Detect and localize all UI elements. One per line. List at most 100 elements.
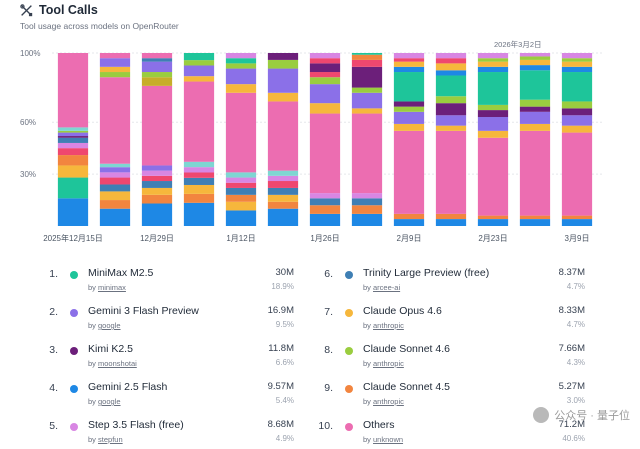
bar-segment	[225, 58, 257, 64]
bar-segment	[351, 66, 383, 88]
legend-rank: 4.	[49, 382, 58, 394]
bar-segment	[99, 200, 131, 209]
bar-segment	[141, 53, 173, 59]
legend-author-link[interactable]: anthropic	[373, 321, 404, 330]
legend-item[interactable]: 5. Step 3.5 Flash (free) by stepfun 8.68M 4.…	[30, 419, 294, 449]
bar-segment	[519, 219, 551, 226]
bar-segment	[561, 66, 593, 73]
bar-segment	[435, 75, 467, 97]
bar-segment	[183, 65, 215, 77]
legend-model-name[interactable]: Claude Sonnet 4.5	[363, 381, 450, 393]
bar-segment	[561, 108, 593, 116]
bar-segment	[519, 111, 551, 124]
legend-rank: 3.	[49, 344, 58, 356]
bar-segment	[99, 177, 131, 185]
bar-segment	[435, 103, 467, 116]
legend-model-name[interactable]: Claude Opus 4.6	[363, 305, 442, 317]
bar-segment	[561, 58, 593, 62]
bar-segment	[141, 194, 173, 204]
bar-segment	[141, 58, 173, 62]
bar-segment	[309, 58, 341, 64]
legend-author-link[interactable]: google	[98, 321, 121, 330]
legend-author: by google	[88, 397, 121, 406]
bar-segment	[99, 163, 131, 168]
legend-author: by anthropic	[363, 359, 404, 368]
legend-item[interactable]: 10. Others by unknown 71.2M 40.6%	[305, 419, 585, 449]
legend-item[interactable]: 2. Gemini 3 Flash Preview by google 16.9M 9.…	[30, 305, 294, 335]
legend-color-dot-icon	[345, 423, 353, 431]
bar-segment	[561, 125, 593, 133]
bar-segment	[435, 219, 467, 226]
legend-item[interactable]: 9. Claude Sonnet 4.5 by anthropic 5.27M 3.0%	[305, 381, 585, 411]
bar-segment	[57, 53, 89, 128]
legend-author-link[interactable]: google	[98, 397, 121, 406]
legend-model-name[interactable]: Trinity Large Preview (free)	[363, 267, 490, 279]
bar-segment	[99, 191, 131, 201]
bar-segment	[141, 165, 173, 171]
legend-author-link[interactable]: anthropic	[373, 359, 404, 368]
legend-item[interactable]: 7. Claude Opus 4.6 by anthropic 8.33M 4.7%	[305, 305, 585, 335]
legend-model-name[interactable]: Kimi K2.5	[88, 343, 133, 355]
bar-segment	[435, 125, 467, 131]
hover-date-label: 2026年3月2日	[494, 39, 542, 49]
legend-token-count: 7.66M	[558, 343, 585, 354]
legend-author-link[interactable]: arcee-ai	[373, 283, 401, 292]
legend-author-link[interactable]: stepfun	[98, 435, 123, 444]
legend-item[interactable]: 1. MiniMax M2.5 by minimax 30M 18.9%	[30, 267, 294, 297]
legend-author-link[interactable]: anthropic	[373, 397, 404, 406]
bar-segment	[477, 58, 509, 62]
legend-rank: 1.	[49, 268, 58, 280]
bar-segment	[183, 53, 215, 61]
legend-model-name[interactable]: Step 3.5 Flash (free)	[88, 419, 184, 431]
bar-segment	[477, 215, 509, 220]
y-tick-label: 100%	[20, 49, 40, 58]
bar-segment	[477, 130, 509, 138]
bar-segment	[141, 203, 173, 226]
bar-segment	[477, 61, 509, 67]
legend-model-name[interactable]: Claude Sonnet 4.6	[363, 343, 450, 355]
legend-model-name[interactable]: Gemini 3 Flash Preview	[88, 305, 199, 317]
legend-model-name[interactable]: Gemini 2.5 Flash	[88, 381, 168, 393]
bar-segment	[477, 219, 509, 226]
bar-segment	[57, 132, 89, 137]
legend-author: by anthropic	[363, 321, 404, 330]
legend-model-name[interactable]: MiniMax M2.5	[88, 267, 154, 279]
legend-item[interactable]: 4. Gemini 2.5 Flash by google 9.57M 5.4%	[30, 381, 294, 411]
legend-token-count: 71.2M	[558, 419, 585, 430]
legend-model-name[interactable]: Others	[363, 419, 395, 431]
bar-segment	[99, 72, 131, 78]
legend-author: by stepfun	[88, 435, 123, 444]
bar-segment	[309, 205, 341, 214]
legend-author-link[interactable]: unknown	[373, 435, 404, 444]
bar-segment	[351, 87, 383, 93]
x-tick-label: 3月9日	[565, 234, 590, 243]
bar-segment	[57, 136, 89, 138]
legend-share-percent: 9.5%	[275, 320, 294, 329]
bar-segment	[183, 60, 215, 66]
legend-item[interactable]: 6. Trinity Large Preview (free) by arcee-a…	[305, 267, 585, 297]
legend-color-dot-icon	[345, 271, 353, 279]
bar-segment	[477, 66, 509, 73]
bar-segment	[267, 53, 299, 60]
legend-item[interactable]: 8. Claude Sonnet 4.6 by anthropic 7.66M 4.3%	[305, 343, 585, 373]
legend-color-dot-icon	[70, 271, 78, 279]
x-tick-label: 12月29日	[140, 234, 174, 243]
legend-item[interactable]: 3. Kimi K2.5 by moonshotai 11.8M 6.6%	[30, 343, 294, 373]
bar-segment	[309, 113, 341, 194]
wechat-icon	[533, 407, 550, 423]
bar-segment	[267, 92, 299, 102]
legend-author: by moonshotai	[88, 359, 137, 368]
bar-segment	[435, 213, 467, 220]
wrench-screwdriver-icon	[20, 3, 33, 16]
bar-segment	[225, 177, 257, 183]
bar-segment	[309, 193, 341, 199]
bar-segment	[309, 63, 341, 73]
legend-author-link[interactable]: minimax	[98, 283, 126, 292]
bar-segment	[99, 53, 131, 59]
bar-segment	[351, 92, 383, 109]
bar-segment	[351, 113, 383, 194]
legend-author-link[interactable]: moonshotai	[98, 359, 137, 368]
bar-segment	[267, 181, 299, 188]
legend-rank: 5.	[49, 420, 58, 432]
bar-segment	[561, 101, 593, 109]
